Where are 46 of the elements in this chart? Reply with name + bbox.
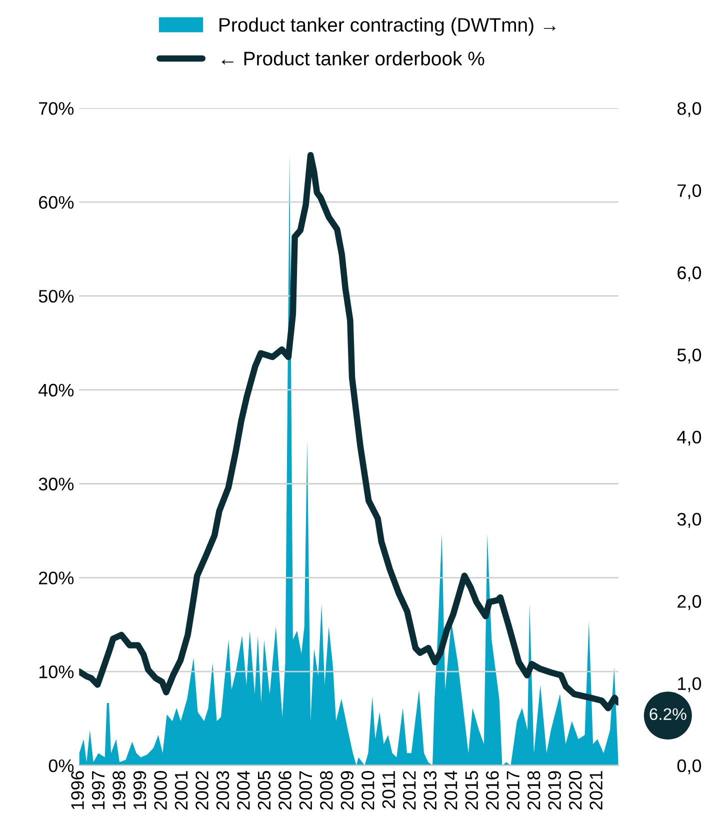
y2-tick-label: 1,0 <box>678 677 702 692</box>
x-tick-label: 1996 <box>71 771 84 810</box>
x-tick-label: 2001 <box>174 771 188 810</box>
y2-tick-label: 2,0 <box>678 595 702 610</box>
x-tick-label: 2003 <box>216 771 230 810</box>
y2-tick-label: 0,0 <box>677 759 702 774</box>
x-tick-label: 2005 <box>258 771 271 810</box>
y2-tick-label: 7,0 <box>678 184 702 200</box>
legend-label: Product tanker contracting (DWTmn) → <box>220 18 556 36</box>
x-tick-label: 1997 <box>92 771 105 810</box>
x-tick-label: 2000 <box>154 771 167 810</box>
y2-tick-label: 5,0 <box>677 348 702 364</box>
x-tick-label: 2010 <box>362 771 374 810</box>
x-tick-label: 2014 <box>444 770 458 810</box>
y2-tick-label: 8,0 <box>677 102 702 118</box>
x-tick-label: 2020 <box>568 771 582 810</box>
x-tick-label: 2007 <box>299 771 312 810</box>
x-tick-label: 2006 <box>278 771 292 810</box>
x-tick-label: 2021 <box>590 771 602 810</box>
x-tick-label: 2004 <box>237 770 250 810</box>
y-tick-label: 20% <box>39 572 74 584</box>
y-tick-label: 10% <box>39 665 74 678</box>
legend-label: ← Product tanker orderbook % <box>222 51 484 66</box>
x-tick-label: 2016 <box>486 771 499 810</box>
x-tick-label: 2012 <box>402 771 416 810</box>
y-tick-label: 70% <box>39 102 74 115</box>
x-tick-label: 2002 <box>196 771 208 810</box>
x-tick-label: 1998 <box>112 771 126 810</box>
x-tick-label: 2018 <box>527 771 540 810</box>
x-tick-label: 2008 <box>320 771 333 810</box>
y2-tick-label: 6,0 <box>678 266 702 282</box>
y-tick-label: 50% <box>38 290 74 303</box>
y-tick-label: 0% <box>48 759 74 772</box>
x-tick-label: 1999 <box>133 771 146 810</box>
x-tick-label: 2011 <box>382 771 396 808</box>
y-tick-label: 30% <box>38 478 74 490</box>
y-tick-label: 40% <box>38 384 74 397</box>
annotation: 6.2% <box>650 708 686 720</box>
y2-tick-label: 3,0 <box>677 512 702 528</box>
x-tick-label: 2019 <box>548 771 561 810</box>
y-tick-label: 60% <box>39 196 74 209</box>
x-tick-label: 2013 <box>424 771 437 810</box>
y2-tick-label: 4,0 <box>677 430 702 446</box>
x-tick-label: 2017 <box>506 771 520 810</box>
x-tick-label: 2009 <box>340 771 354 810</box>
x-tick-label: 2015 <box>465 771 478 810</box>
